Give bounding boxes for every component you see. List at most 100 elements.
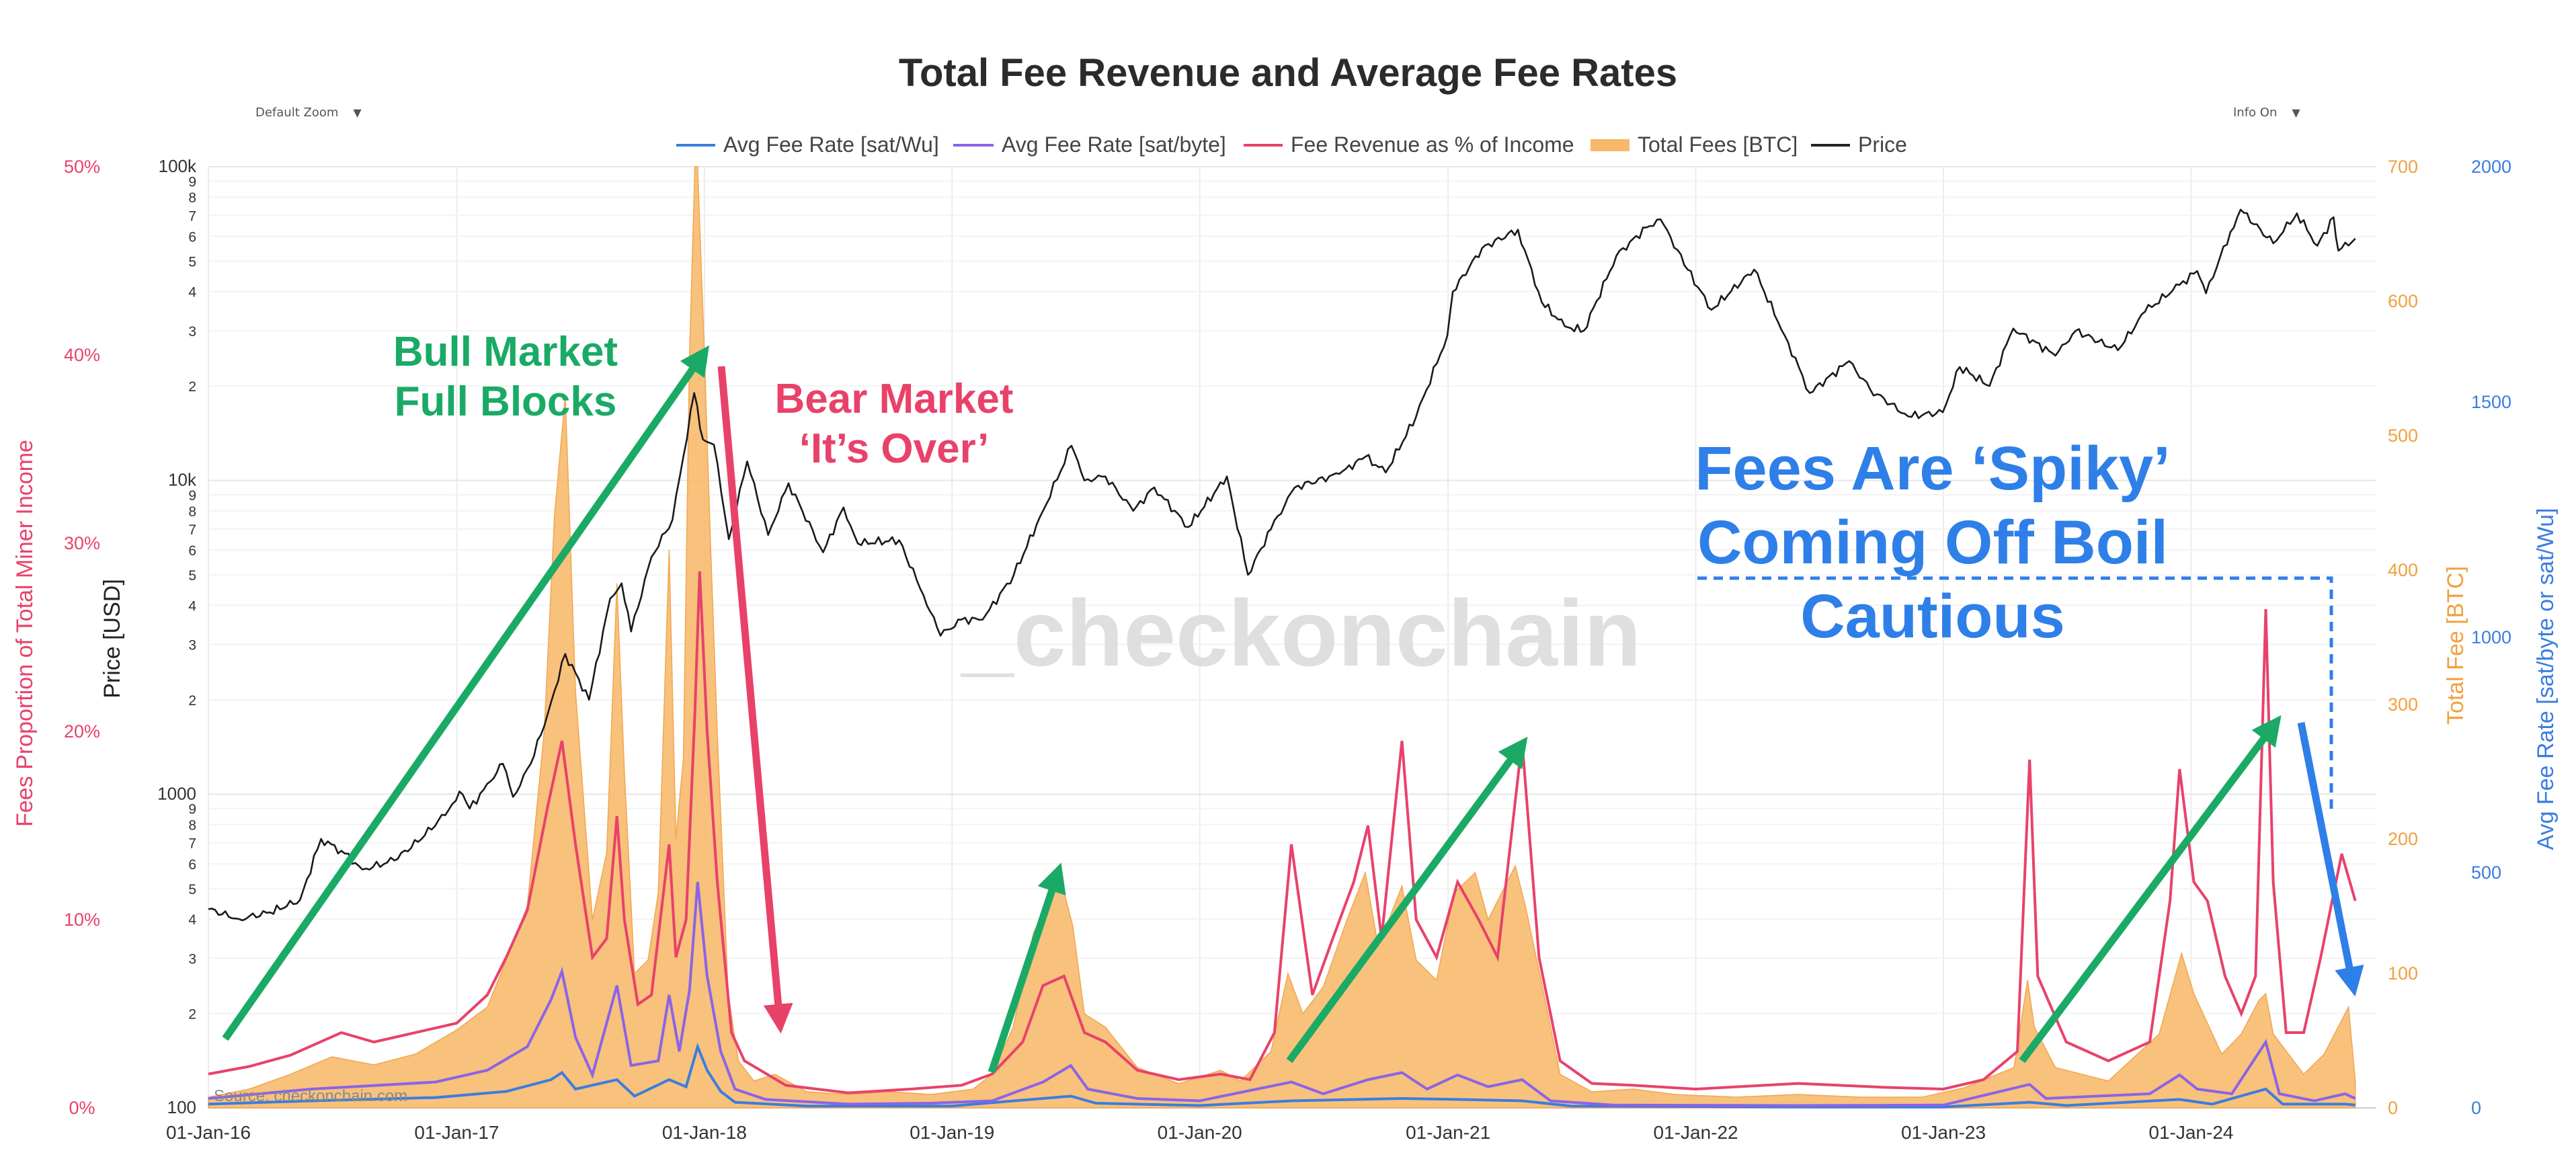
annotation-bear-market: Bear Market ‘It’s Over’ <box>775 376 1014 472</box>
zoom-label: Default Zoom <box>255 105 339 120</box>
price-tick-label: 9 <box>188 802 196 817</box>
x-tick-label: 01-Jan-21 <box>1406 1122 1490 1143</box>
legend-entry-fee-rate-wu[interactable]: Avg Fee Rate [sat/Wu] <box>676 132 939 157</box>
legend-entry-fee-revenue-pct[interactable]: Fee Revenue as % of Income <box>1244 132 1574 157</box>
price-tick-label: 6 <box>188 230 196 245</box>
x-tick-label: 01-Jan-22 <box>1654 1122 1738 1143</box>
x-tick-label: 01-Jan-19 <box>910 1122 994 1143</box>
price-tick-label: 8 <box>188 818 196 834</box>
arrow-bull-market <box>222 345 710 1041</box>
price-tick-label: 2 <box>188 379 196 395</box>
zoom-dropdown[interactable]: Default Zoom ▼ <box>255 101 362 124</box>
price-tick-label: 6 <box>188 857 196 873</box>
arrow-2019-rise <box>988 863 1066 1074</box>
annotation-line: Bear Market <box>775 376 1014 422</box>
price-tick-label: 5 <box>188 882 196 897</box>
chevron-down-icon: ▼ <box>2292 106 2300 119</box>
fee-pct-tick-label: 40% <box>64 345 100 365</box>
price-tick-label: 10k <box>168 470 197 490</box>
annotation-fees-spiky: Fees Are ‘Spiky’ Coming Off Boil Cautiou… <box>1695 434 2170 651</box>
legend-label: Avg Fee Rate [sat/Wu] <box>723 132 939 157</box>
axis-title-fee-rate: Avg Fee Rate [sat/byte or sat/Wu] <box>2533 508 2559 850</box>
annotation-line: Coming Off Boil <box>1697 508 2168 577</box>
legend-entry-total-fees[interactable]: Total Fees [BTC] <box>1591 132 1798 157</box>
x-tick-label: 01-Jan-23 <box>1901 1122 1986 1143</box>
total-fee-tick-label: 700 <box>2388 157 2418 177</box>
fee-pct-tick-label: 20% <box>64 721 100 742</box>
annotation-arrows <box>222 345 2364 1074</box>
total-fee-tick-label: 0 <box>2388 1098 2398 1118</box>
arrow-2024-decline <box>2297 721 2364 997</box>
price-tick-label: 100 <box>167 1097 196 1117</box>
legend-entry-fee-rate-byte[interactable]: Avg Fee Rate [sat/byte] <box>953 132 1226 157</box>
fee-pct-tick-label: 30% <box>64 533 100 553</box>
arrow-bear-market <box>717 366 793 1034</box>
source-label: Source: checkonchain.com <box>214 1087 407 1105</box>
fee-rate-tick-label: 2000 <box>2471 157 2511 177</box>
price-tick-label: 7 <box>188 836 196 852</box>
info-dropdown[interactable]: Info On ▼ <box>2233 101 2300 124</box>
annotation-line: Full Blocks <box>395 378 617 425</box>
price-tick-label: 2 <box>188 1007 196 1023</box>
chart-title: Total Fee Revenue and Average Fee Rates <box>899 51 1677 95</box>
arrow-2020-rise <box>1286 736 1528 1064</box>
price-tick-label: 3 <box>188 951 196 967</box>
price-tick-label: 2 <box>188 693 196 709</box>
price-tick-label: 5 <box>188 568 196 584</box>
x-tick-label: 01-Jan-18 <box>662 1122 747 1143</box>
total-fee-tick-label: 200 <box>2388 829 2418 849</box>
axis-ticks: 01-Jan-16 01-Jan-17 01-Jan-18 01-Jan-19 01-J… <box>64 156 2511 1143</box>
annotation-line: Fees Are ‘Spiky’ <box>1695 434 2170 503</box>
chevron-down-icon: ▼ <box>353 106 362 119</box>
info-label: Info On <box>2233 105 2278 120</box>
legend-label: Total Fees [BTC] <box>1638 132 1798 157</box>
x-tick-label: 01-Jan-24 <box>2148 1122 2233 1143</box>
total-fee-tick-label: 500 <box>2388 426 2418 446</box>
price-tick-label: 4 <box>188 912 196 928</box>
legend-entry-price[interactable]: Price <box>1811 132 1907 157</box>
x-tick-label: 01-Jan-20 <box>1158 1122 1242 1143</box>
legend-swatch <box>1591 139 1629 151</box>
price-tick-label: 9 <box>188 488 196 504</box>
price-tick-label: 7 <box>188 522 196 538</box>
fee-pct-tick-label: 0% <box>69 1098 95 1118</box>
fee-rate-tick-label: 1500 <box>2471 392 2511 412</box>
price-tick-label: 3 <box>188 324 196 339</box>
axis-title-total-fee: Total Fee [BTC] <box>2443 566 2468 725</box>
total-fee-tick-label: 100 <box>2388 963 2418 984</box>
legend-label: Price <box>1858 132 1907 157</box>
price-tick-label: 4 <box>188 285 196 301</box>
total-fee-tick-label: 400 <box>2388 560 2418 580</box>
total-fee-tick-label: 300 <box>2388 694 2418 715</box>
price-tick-label: 1000 <box>157 783 196 803</box>
price-tick-label: 6 <box>188 543 196 559</box>
price-tick-label: 4 <box>188 598 196 614</box>
legend: Avg Fee Rate [sat/Wu] Avg Fee Rate [sat/… <box>676 132 1907 157</box>
axis-title-fee-pct: Fees Proportion of Total Miner Income <box>12 440 38 827</box>
fee-pct-tick-label: 10% <box>64 910 100 930</box>
price-tick-label: 7 <box>188 208 196 224</box>
x-tick-label: 01-Jan-17 <box>414 1122 499 1143</box>
price-tick-label: 8 <box>188 190 196 206</box>
legend-label: Fee Revenue as % of Income <box>1291 132 1574 157</box>
series-price-line <box>208 208 2356 922</box>
x-tick-label: 01-Jan-16 <box>166 1122 251 1143</box>
series-fee-rate-wu-line <box>208 1042 2356 1109</box>
price-tick-label: 8 <box>188 504 196 520</box>
total-fee-tick-label: 600 <box>2388 291 2418 311</box>
series-fee-rate-byte-line <box>208 881 2356 1107</box>
watermark: _checkonchain <box>960 580 1642 686</box>
arrow-2023-rise <box>2019 715 2282 1064</box>
axis-title-price: Price [USD] <box>99 579 125 698</box>
annotation-line: Bull Market <box>393 329 618 375</box>
annotation-bull-market: Bull Market Full Blocks <box>393 329 618 425</box>
fee-rate-tick-label: 0 <box>2471 1098 2481 1118</box>
legend-label: Avg Fee Rate [sat/byte] <box>1002 132 1226 157</box>
fee-rate-tick-label: 500 <box>2471 863 2501 883</box>
price-tick-label: 3 <box>188 638 196 653</box>
annotation-line: ‘It’s Over’ <box>799 426 990 472</box>
dashed-guide <box>1697 576 2333 810</box>
price-tick-label: 100k <box>159 156 197 176</box>
